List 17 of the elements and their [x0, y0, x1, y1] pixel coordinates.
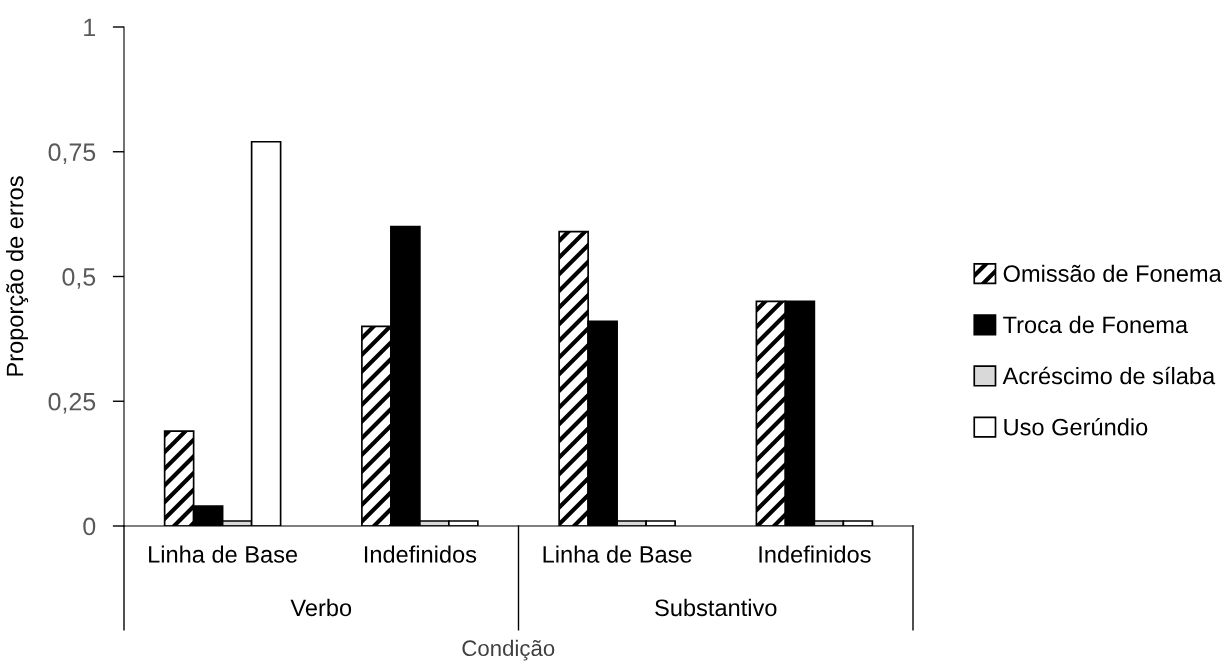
legend-label: Omissão de Fonema	[1003, 264, 1222, 282]
text: Verbo	[290, 598, 352, 617]
x-tick-label: Indefinidos	[759, 545, 871, 563]
x-tick-label: Indefinidos	[364, 545, 477, 563]
y-tick-label: 0,75	[48, 143, 96, 165]
legend-label: Troca de Fonema	[1003, 315, 1189, 334]
x-axis-title: Condição	[462, 639, 555, 661]
legend-label: Uso Gerúndio	[1004, 417, 1148, 436]
y-tick-label: 0	[83, 517, 96, 536]
x-tick-label: Linha de Base	[543, 545, 692, 563]
legend-label: Acréscimo de sílaba	[1002, 366, 1216, 385]
y-tick-label: 0,5	[62, 268, 96, 289]
x-tick-label: Linha de Base	[149, 545, 298, 563]
y-tick-label: 0,25	[48, 392, 96, 414]
y-tick-label: 1	[84, 18, 95, 37]
y-axis-title: Proporção de erros	[6, 176, 29, 376]
text: Substantivo	[655, 598, 777, 617]
